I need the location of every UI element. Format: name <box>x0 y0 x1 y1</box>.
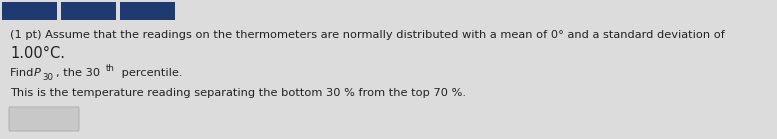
Text: This is the temperature reading separating the bottom 30 % from the top 70 %.: This is the temperature reading separati… <box>10 88 466 98</box>
Bar <box>120 2 175 20</box>
Text: , the 30: , the 30 <box>56 68 100 78</box>
Text: 30: 30 <box>42 73 53 82</box>
Text: th: th <box>106 64 115 73</box>
Text: (1 pt) Assume that the readings on the thermometers are normally distributed wit: (1 pt) Assume that the readings on the t… <box>10 30 725 40</box>
FancyBboxPatch shape <box>9 107 79 131</box>
Bar <box>2 2 57 20</box>
Text: P: P <box>34 68 41 78</box>
Text: 1.00°C.: 1.00°C. <box>10 46 65 61</box>
Text: Find: Find <box>10 68 37 78</box>
Text: percentile.: percentile. <box>118 68 183 78</box>
Bar <box>61 2 116 20</box>
